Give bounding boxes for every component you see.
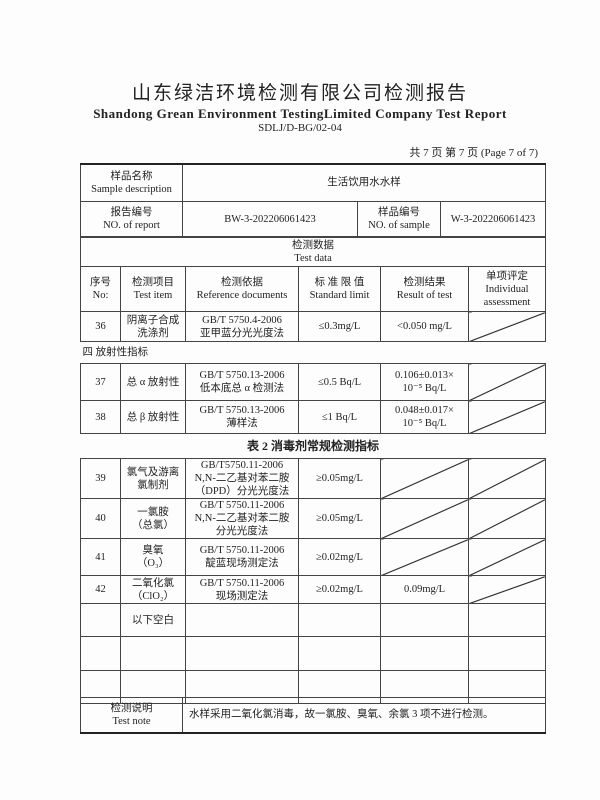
slash-mark bbox=[467, 363, 547, 401]
slash-mark bbox=[467, 498, 547, 539]
slash-mark bbox=[467, 458, 547, 499]
table-row: 38 总 β 放射性 GB/T 5750.13-2006 薄样法 ≤1 Bq/L 0… bbox=[80, 400, 547, 434]
page-info: 共 7 页 第 7 页 (Page 7 of 7) bbox=[409, 147, 538, 159]
sample-desc-label: 样品名称 Sample description bbox=[80, 163, 183, 202]
title-cn: 山东绿洁环境检测有限公司检测报告 bbox=[131, 82, 468, 104]
table-row: 42 二氧化氯 （ClO₂） GB/T 5750.11-2006 现场测定法 ≥0.… bbox=[80, 575, 547, 604]
col-ref: 检测依据 Reference documents bbox=[185, 266, 299, 312]
table-row: 40 一氯胺 （总氯） GB/T 5750.11-2006 N,N-二乙基对苯二胺分… bbox=[80, 498, 547, 539]
test-data-heading: 检测数据 Test data bbox=[79, 236, 547, 267]
slash-mark bbox=[467, 538, 547, 576]
doc-code: SDLJ/D-BG/02-04 bbox=[258, 122, 342, 134]
table-row: 36 阴离子合成洗涤剂 GB/T 5750.4-2006 亚甲蓝分光光度法 ≤0.… bbox=[80, 311, 547, 342]
slash-mark bbox=[380, 538, 469, 576]
table-row: 39 氯气及游离 氯制剂 GB/T5750.11-2006 N,N-二乙基对苯二胺（… bbox=[80, 458, 547, 499]
slash-mark bbox=[380, 498, 469, 539]
report-no-label: 报告编号 NO. of report bbox=[80, 200, 183, 238]
table-row: 37 总 α 放射性 GB/T 5750.13-2006 低本底总 α 检测法 ≤0… bbox=[80, 363, 547, 401]
col-limit: 标 准 限 值 Standard limit bbox=[298, 266, 381, 312]
col-item: 检测项目 Test item bbox=[120, 266, 186, 312]
sample-desc-value: 生活饮用水水样 bbox=[181, 163, 547, 202]
info-table: 样品名称 Sample description 生活饮用水水样 报告编号 NO. o… bbox=[80, 163, 547, 238]
note-text: 水样采用二氧化氯消毒，故一氯胺、臭氧、余氯 3 项不进行检测。 bbox=[182, 697, 546, 733]
col-assessment: 单项评定 Individual assessment bbox=[467, 266, 547, 312]
slash-mark bbox=[380, 458, 469, 499]
note-table: 检测说明 Test note 水样采用二氧化氯消毒，故一氯胺、臭氧、余氯 3 项不… bbox=[80, 697, 546, 734]
sample-no-label: 样品编号 NO. of sample bbox=[357, 200, 441, 238]
column-header-row: 序号 No: 检测项目 Test item 检测依据 Reference docume… bbox=[80, 266, 547, 312]
col-no: 序号 No: bbox=[80, 266, 121, 312]
blank-row: 以下空白 bbox=[80, 603, 547, 637]
table2-title: 表 2 消毒剂常规检测指标 bbox=[80, 433, 546, 459]
slash-mark bbox=[467, 400, 547, 434]
slash-mark bbox=[467, 575, 547, 604]
section-radioactivity: 四 放射性指标 bbox=[80, 341, 546, 364]
sample-no-value: W-3-202206061423 bbox=[439, 200, 547, 238]
col-result: 检测结果 Result of test bbox=[380, 266, 469, 312]
table-row: 41 臭氧 （O₃） GB/T 5750.11-2006 靛蓝现场测定法 ≥0.02… bbox=[80, 538, 547, 576]
report-no-value: BW-3-202206061423 bbox=[182, 200, 358, 238]
blank-row bbox=[80, 636, 547, 671]
data-table: 检测数据 Test data 序号 No: 检测项目 Test item 检测依据 Re… bbox=[79, 236, 547, 704]
title-en: Shandong Grean Environment TestingLimite… bbox=[93, 106, 507, 121]
slash-mark bbox=[467, 311, 547, 342]
blank-note: 以下空白 bbox=[120, 603, 186, 637]
note-label: 检测说明 Test note bbox=[80, 697, 183, 733]
